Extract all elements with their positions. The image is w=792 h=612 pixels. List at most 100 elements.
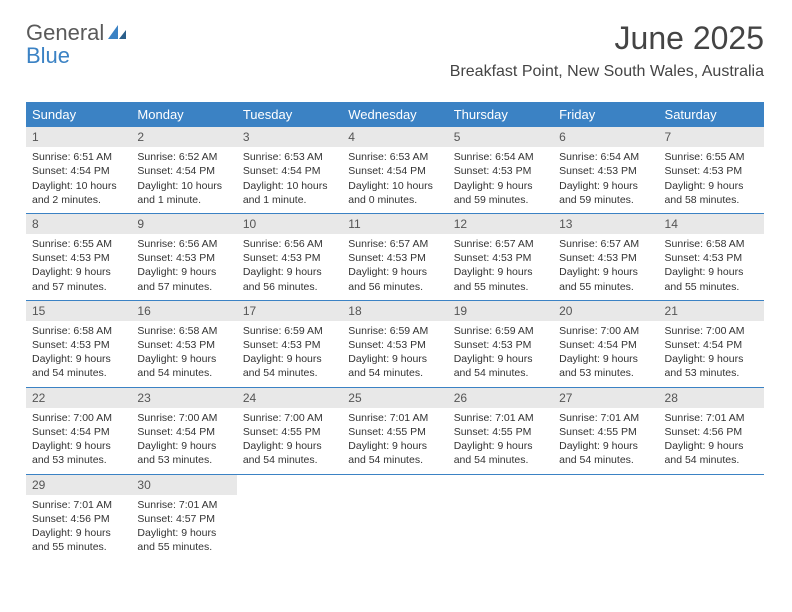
day-number: 15	[26, 301, 131, 321]
daylight-text: Daylight: 10 hours and 0 minutes.	[348, 179, 441, 207]
day-number: 4	[342, 127, 447, 147]
day-info: Sunrise: 6:54 AMSunset: 4:53 PMDaylight:…	[553, 147, 658, 213]
sunset-text: Sunset: 4:53 PM	[348, 251, 441, 265]
sunset-text: Sunset: 4:57 PM	[137, 512, 230, 526]
sunrise-text: Sunrise: 6:58 AM	[32, 324, 125, 338]
sunrise-text: Sunrise: 6:57 AM	[559, 237, 652, 251]
day-info: Sunrise: 7:00 AMSunset: 4:54 PMDaylight:…	[553, 321, 658, 387]
sunset-text: Sunset: 4:53 PM	[665, 251, 758, 265]
day-number: 26	[448, 388, 553, 408]
sunset-text: Sunset: 4:53 PM	[348, 338, 441, 352]
day-info: Sunrise: 6:56 AMSunset: 4:53 PMDaylight:…	[131, 234, 236, 300]
location-subtitle: Breakfast Point, New South Wales, Austra…	[450, 63, 764, 81]
day-number: 5	[448, 127, 553, 147]
day-number: 27	[553, 388, 658, 408]
day-cell: 28 Sunrise: 7:01 AMSunset: 4:56 PMDayligh…	[659, 388, 764, 474]
brand-logo: General Blue	[26, 22, 128, 67]
sunset-text: Sunset: 4:53 PM	[559, 251, 652, 265]
daylight-text: Daylight: 9 hours and 57 minutes.	[32, 265, 125, 293]
day-info: Sunrise: 6:59 AMSunset: 4:53 PMDaylight:…	[342, 321, 447, 387]
day-cell: 2Sunrise: 6:52 AMSunset: 4:54 PMDaylight…	[131, 127, 236, 213]
day-cell	[659, 475, 764, 561]
day-cell: 30Sunrise: 7:01 AMSunset: 4:57 PMDayligh…	[131, 475, 236, 561]
sunrise-text: Sunrise: 7:01 AM	[665, 411, 758, 425]
day-number: 24	[237, 388, 342, 408]
month-title: June 2025	[450, 20, 764, 57]
sunrise-text: Sunrise: 6:52 AM	[137, 150, 230, 164]
day-number: 23	[131, 388, 236, 408]
day-cell: 14Sunrise: 6:58 AMSunset: 4:53 PMDayligh…	[659, 214, 764, 300]
day-number: 29	[26, 475, 131, 495]
day-cell: 10Sunrise: 6:56 AMSunset: 4:53 PMDayligh…	[237, 214, 342, 300]
day-number: 28	[659, 388, 764, 408]
day-info: Sunrise: 7:00 AMSunset: 4:54 PMDaylight:…	[26, 408, 131, 474]
sunrise-text: Sunrise: 7:01 AM	[348, 411, 441, 425]
sunset-text: Sunset: 4:54 PM	[32, 164, 125, 178]
day-cell: 19Sunrise: 6:59 AMSunset: 4:53 PMDayligh…	[448, 301, 553, 387]
day-cell: 27Sunrise: 7:01 AMSunset: 4:55 PMDayligh…	[553, 388, 658, 474]
day-info: Sunrise: 6:55 AMSunset: 4:53 PMDaylight:…	[659, 147, 764, 213]
day-cell: 20Sunrise: 7:00 AMSunset: 4:54 PMDayligh…	[553, 301, 658, 387]
sail-icon	[106, 23, 128, 45]
sunset-text: Sunset: 4:53 PM	[243, 338, 336, 352]
daylight-text: Daylight: 10 hours and 1 minute.	[137, 179, 230, 207]
day-cell: 12Sunrise: 6:57 AMSunset: 4:53 PMDayligh…	[448, 214, 553, 300]
day-header: Tuesday	[237, 102, 342, 127]
daylight-text: Daylight: 9 hours and 53 minutes.	[32, 439, 125, 467]
day-info: Sunrise: 6:58 AMSunset: 4:53 PMDaylight:…	[131, 321, 236, 387]
day-cell	[342, 475, 447, 561]
day-cell: 18Sunrise: 6:59 AMSunset: 4:53 PMDayligh…	[342, 301, 447, 387]
daylight-text: Daylight: 9 hours and 55 minutes.	[137, 526, 230, 554]
sunrise-text: Sunrise: 6:51 AM	[32, 150, 125, 164]
day-cell: 9Sunrise: 6:56 AMSunset: 4:53 PMDaylight…	[131, 214, 236, 300]
day-number: 6	[553, 127, 658, 147]
day-cell: 29Sunrise: 7:01 AMSunset: 4:56 PMDayligh…	[26, 475, 131, 561]
day-info: Sunrise: 7:00 AMSunset: 4:55 PMDaylight:…	[237, 408, 342, 474]
day-info: Sunrise: 6:51 AMSunset: 4:54 PMDaylight:…	[26, 147, 131, 213]
sunset-text: Sunset: 4:53 PM	[454, 251, 547, 265]
sunrise-text: Sunrise: 6:53 AM	[348, 150, 441, 164]
week-row: 8Sunrise: 6:55 AMSunset: 4:53 PMDaylight…	[26, 213, 764, 300]
day-cell: 11Sunrise: 6:57 AMSunset: 4:53 PMDayligh…	[342, 214, 447, 300]
sunrise-text: Sunrise: 6:53 AM	[243, 150, 336, 164]
daylight-text: Daylight: 9 hours and 54 minutes.	[665, 439, 758, 467]
sunrise-text: Sunrise: 7:01 AM	[454, 411, 547, 425]
day-info: Sunrise: 7:01 AMSunset: 4:56 PMDaylight:…	[26, 495, 131, 561]
sunrise-text: Sunrise: 6:54 AM	[559, 150, 652, 164]
day-cell: 24Sunrise: 7:00 AMSunset: 4:55 PMDayligh…	[237, 388, 342, 474]
daylight-text: Daylight: 9 hours and 54 minutes.	[348, 439, 441, 467]
sunset-text: Sunset: 4:53 PM	[32, 251, 125, 265]
sunset-text: Sunset: 4:53 PM	[32, 338, 125, 352]
day-cell: 5Sunrise: 6:54 AMSunset: 4:53 PMDaylight…	[448, 127, 553, 213]
day-cell	[237, 475, 342, 561]
day-info: Sunrise: 7:00 AMSunset: 4:54 PMDaylight:…	[131, 408, 236, 474]
day-cell	[553, 475, 658, 561]
week-row: 22Sunrise: 7:00 AMSunset: 4:54 PMDayligh…	[26, 387, 764, 474]
day-info: Sunrise: 7:01 AMSunset: 4:55 PMDaylight:…	[342, 408, 447, 474]
sunset-text: Sunset: 4:56 PM	[665, 425, 758, 439]
brand-part1: General	[26, 20, 104, 45]
day-info: Sunrise: 6:59 AMSunset: 4:53 PMDaylight:…	[237, 321, 342, 387]
sunset-text: Sunset: 4:54 PM	[348, 164, 441, 178]
day-number: 16	[131, 301, 236, 321]
day-cell: 22Sunrise: 7:00 AMSunset: 4:54 PMDayligh…	[26, 388, 131, 474]
sunset-text: Sunset: 4:56 PM	[32, 512, 125, 526]
sunset-text: Sunset: 4:54 PM	[137, 425, 230, 439]
day-header: Friday	[553, 102, 658, 127]
day-number: 25	[342, 388, 447, 408]
week-row: 15Sunrise: 6:58 AMSunset: 4:53 PMDayligh…	[26, 300, 764, 387]
sunset-text: Sunset: 4:54 PM	[243, 164, 336, 178]
day-cell: 13Sunrise: 6:57 AMSunset: 4:53 PMDayligh…	[553, 214, 658, 300]
day-info: Sunrise: 6:53 AMSunset: 4:54 PMDaylight:…	[342, 147, 447, 213]
day-info: Sunrise: 6:52 AMSunset: 4:54 PMDaylight:…	[131, 147, 236, 213]
page-header: June 2025 Breakfast Point, New South Wal…	[450, 20, 764, 81]
sunrise-text: Sunrise: 6:58 AM	[137, 324, 230, 338]
sunset-text: Sunset: 4:53 PM	[454, 164, 547, 178]
day-number: 9	[131, 214, 236, 234]
sunrise-text: Sunrise: 7:00 AM	[137, 411, 230, 425]
day-info: Sunrise: 6:59 AMSunset: 4:53 PMDaylight:…	[448, 321, 553, 387]
daylight-text: Daylight: 9 hours and 57 minutes.	[137, 265, 230, 293]
sunset-text: Sunset: 4:55 PM	[559, 425, 652, 439]
sunrise-text: Sunrise: 6:59 AM	[348, 324, 441, 338]
day-info: Sunrise: 7:01 AMSunset: 4:55 PMDaylight:…	[448, 408, 553, 474]
